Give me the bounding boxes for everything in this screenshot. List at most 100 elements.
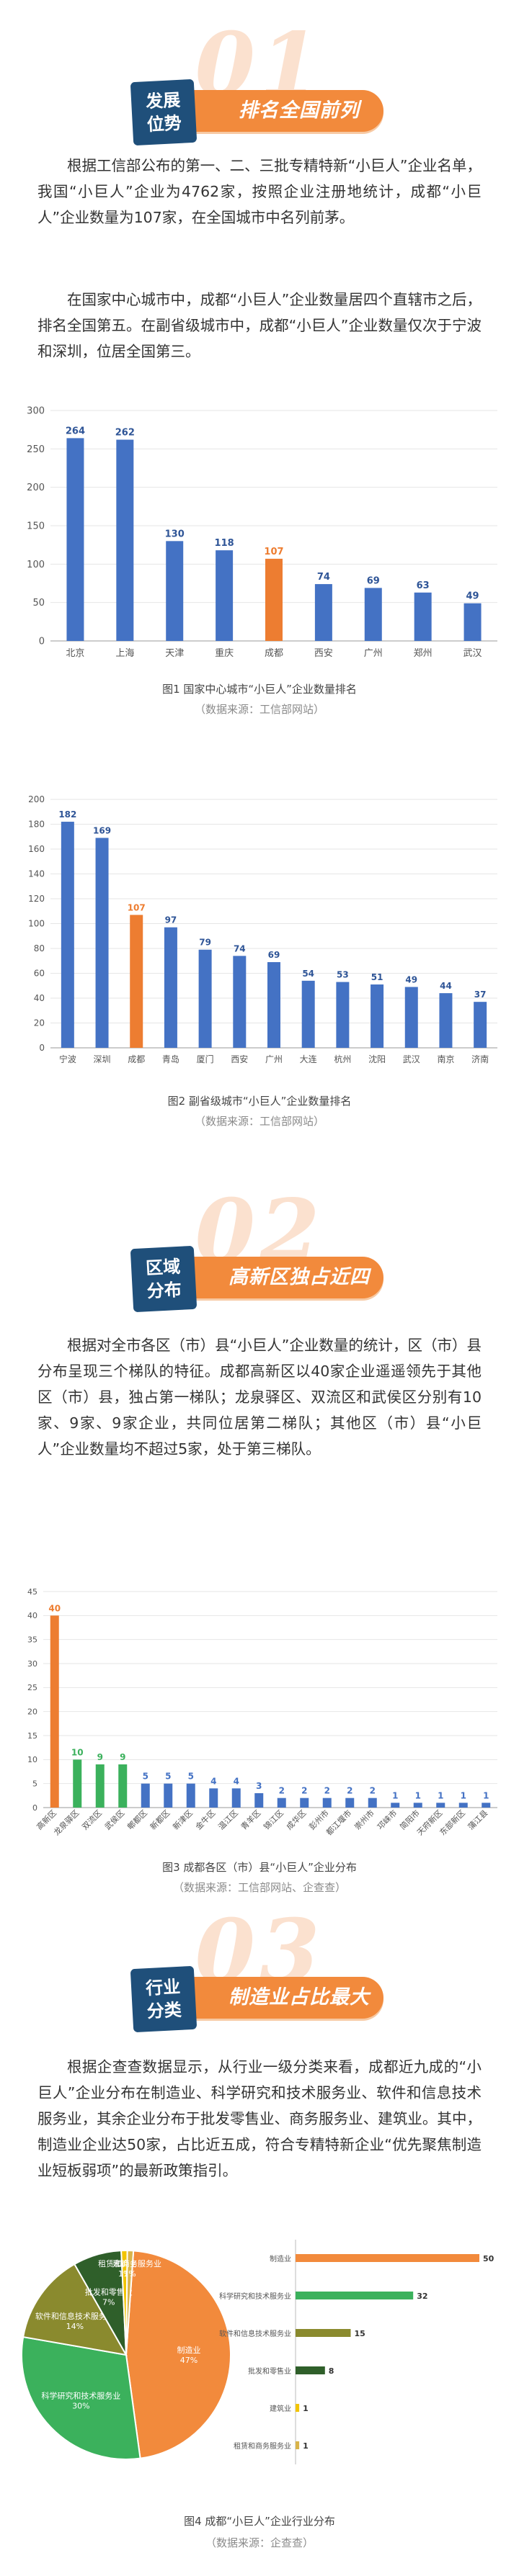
- y-tick-label: 140: [28, 869, 45, 879]
- x-tick-label-广州: 广州: [265, 1054, 283, 1064]
- bar-郑州: [414, 592, 432, 641]
- y-tick-label: 40: [27, 1611, 37, 1620]
- y-tick-label: 10: [27, 1755, 37, 1764]
- x-tick-label-青羊区: 青羊区: [239, 1808, 262, 1831]
- x-tick-label-南京: 南京: [437, 1054, 454, 1064]
- data-label-北京: 264: [66, 426, 85, 436]
- data-label-南京: 44: [440, 981, 452, 991]
- x-tick-label-沈阳: 沈阳: [368, 1054, 386, 1064]
- section-3-tag: 行业 分类: [130, 1965, 198, 2033]
- data-label-彭州市: 2: [324, 1786, 330, 1796]
- pie-label-科学研究和技术服务业: 科学研究和技术服务业 30%: [41, 2390, 120, 2410]
- data-label-西安: 74: [234, 943, 246, 953]
- y-tick-label: 20: [34, 1018, 45, 1028]
- bar-天府新区: [436, 1803, 445, 1808]
- section-1-tag-line-2: 位势: [146, 112, 182, 135]
- section-2-title: 高新区独占近四成: [229, 1266, 370, 1330]
- section-1-tag-line-1: 发展: [145, 89, 181, 112]
- figure-3-source: （数据来源：工信部网站、企查查）: [172, 1881, 346, 1894]
- y-tick-label: 15: [27, 1731, 37, 1741]
- pie-label-pct: 7%: [102, 2297, 115, 2307]
- data-label-邛崃市: 1: [392, 1790, 398, 1800]
- data-label-宁波: 182: [58, 809, 76, 820]
- y-tick-label: 25: [27, 1683, 37, 1692]
- hbar-软件和信息技术服务业: [296, 2329, 351, 2337]
- y-tick-label: 35: [27, 1635, 37, 1645]
- bar-广州: [267, 961, 280, 1048]
- y-tick-label: 250: [27, 444, 45, 455]
- data-label-双流区: 9: [97, 1752, 103, 1762]
- figure-1: 0 50 100 150 200 250 300 264 北京 262 上海 130 天津 118 重庆 10…: [0, 396, 519, 716]
- x-tick-label-新津区: 新津区: [171, 1808, 195, 1831]
- pie-slice-制造业: [125, 2250, 231, 2459]
- data-label-青岛: 97: [165, 915, 177, 925]
- data-label-沈阳: 51: [371, 972, 383, 982]
- hbar-label-软件和信息技术服务业: 软件和信息技术服务业: [219, 2329, 291, 2338]
- x-tick-label-宁波: 宁波: [59, 1054, 76, 1064]
- hbar-value-建筑业: 1: [303, 2404, 309, 2413]
- section-2-tag-line-1: 区域: [145, 1256, 181, 1279]
- figure-3: 0 5 10 15 20 25 30 35 40 45 40 高新区 10 龙泉驿区 9 双流区 9 武侯区 5 郫都…: [0, 1577, 519, 1894]
- x-tick-label-西安: 西安: [231, 1054, 248, 1064]
- x-tick-label-成都: 成都: [128, 1054, 145, 1064]
- data-label-锦江区: 2: [279, 1786, 285, 1796]
- pie-label-name: 制造业: [177, 2345, 200, 2355]
- x-tick-label-青岛: 青岛: [162, 1054, 179, 1064]
- bar-成华区: [300, 1798, 309, 1808]
- bar-北京: [66, 438, 84, 641]
- x-tick-label-温江区: 温江区: [216, 1808, 240, 1832]
- y-tick-label: 50: [32, 598, 45, 609]
- bar-崇州市: [368, 1798, 377, 1808]
- hbar-建筑业: [296, 2404, 300, 2412]
- bar-金牛区: [209, 1788, 218, 1808]
- pie-label-pct: 14%: [66, 2322, 84, 2331]
- figure-2: 0 20 40 60 80 100 120 140 160 180 200 182 宁波 169 深圳 107…: [0, 785, 519, 1128]
- y-tick-label: 120: [28, 894, 45, 904]
- section-1-paragraph-2: 在国家中心城市中，成都“小巨人”企业数量居四个直辖市之后，排名全国第五。在副省级…: [37, 291, 482, 360]
- bar-天津: [166, 541, 184, 641]
- y-tick-label: 150: [27, 521, 45, 532]
- y-tick-label: 0: [39, 1043, 45, 1053]
- x-tick-label-郑州: 郑州: [414, 648, 432, 659]
- bar-广州: [364, 588, 382, 641]
- section-3-tag-line-2: 分类: [146, 1999, 182, 2022]
- x-tick-label-郫都区: 郫都区: [125, 1808, 149, 1831]
- y-tick-label: 5: [32, 1780, 37, 1789]
- data-label-简阳市: 1: [415, 1790, 421, 1800]
- section-3-paragraph-1: 根据企查查数据显示，从行业一级分类来看，成都近九成的“小巨人”企业分布在制造业、…: [37, 2058, 482, 2179]
- x-tick-label-武侯区: 武侯区: [102, 1808, 126, 1831]
- hbar-value-批发和零售业: 8: [329, 2366, 334, 2376]
- data-label-龙泉驿区: 10: [71, 1747, 84, 1757]
- y-tick-label: 200: [27, 483, 45, 493]
- bar-武汉: [463, 603, 482, 641]
- data-label-成华区: 2: [301, 1786, 307, 1796]
- x-tick-label-龙泉驿区: 龙泉驿区: [51, 1808, 81, 1837]
- section-3-tag-line-1: 行业: [145, 1976, 181, 1999]
- hbar-批发和零售业: [296, 2366, 325, 2374]
- x-tick-label-锦江区: 锦江区: [262, 1808, 285, 1831]
- bar-西安: [233, 956, 247, 1048]
- x-tick-label-天津: 天津: [165, 648, 184, 659]
- hbar-label-建筑业: 建筑业: [270, 2404, 291, 2413]
- x-tick-label-邛崃市: 邛崃市: [375, 1808, 399, 1831]
- section-2-paragraph-1: 根据对全市各区（市）县“小巨人”企业数量的统计，区（市）县分布呈现三个梯队的特征…: [37, 1337, 482, 1458]
- y-tick-label: 60: [34, 969, 45, 979]
- bar-蒲江县: [482, 1803, 491, 1808]
- data-label-郫都区: 5: [143, 1772, 148, 1782]
- data-label-西安: 74: [317, 572, 330, 583]
- section-3-ribbon: 制造业占比最大: [143, 1977, 383, 2019]
- y-tick-label: 80: [34, 943, 45, 953]
- hbar-租赁和商务服务业: [296, 2441, 300, 2449]
- data-label-杭州: 53: [337, 970, 349, 980]
- bar-新津区: [186, 1783, 195, 1808]
- section-1-title: 排名全国前列: [239, 99, 360, 122]
- data-label-成都: 107: [128, 902, 146, 912]
- data-label-广州: 69: [268, 950, 280, 960]
- data-label-金牛区: 4: [210, 1776, 216, 1786]
- figure-3-bar-chart: 05101520253035404540高新区10龙泉驿区9双流区9武侯区5郫都…: [27, 1587, 497, 1837]
- hbar-value-科学研究和技术服务业: 32: [417, 2292, 427, 2301]
- x-tick-label-武汉: 武汉: [463, 648, 482, 659]
- section-3-title: 制造业占比最大: [229, 1986, 370, 2009]
- hbar-label-批发和零售业: 批发和零售业: [248, 2366, 291, 2376]
- data-label-济南: 37: [474, 989, 487, 1000]
